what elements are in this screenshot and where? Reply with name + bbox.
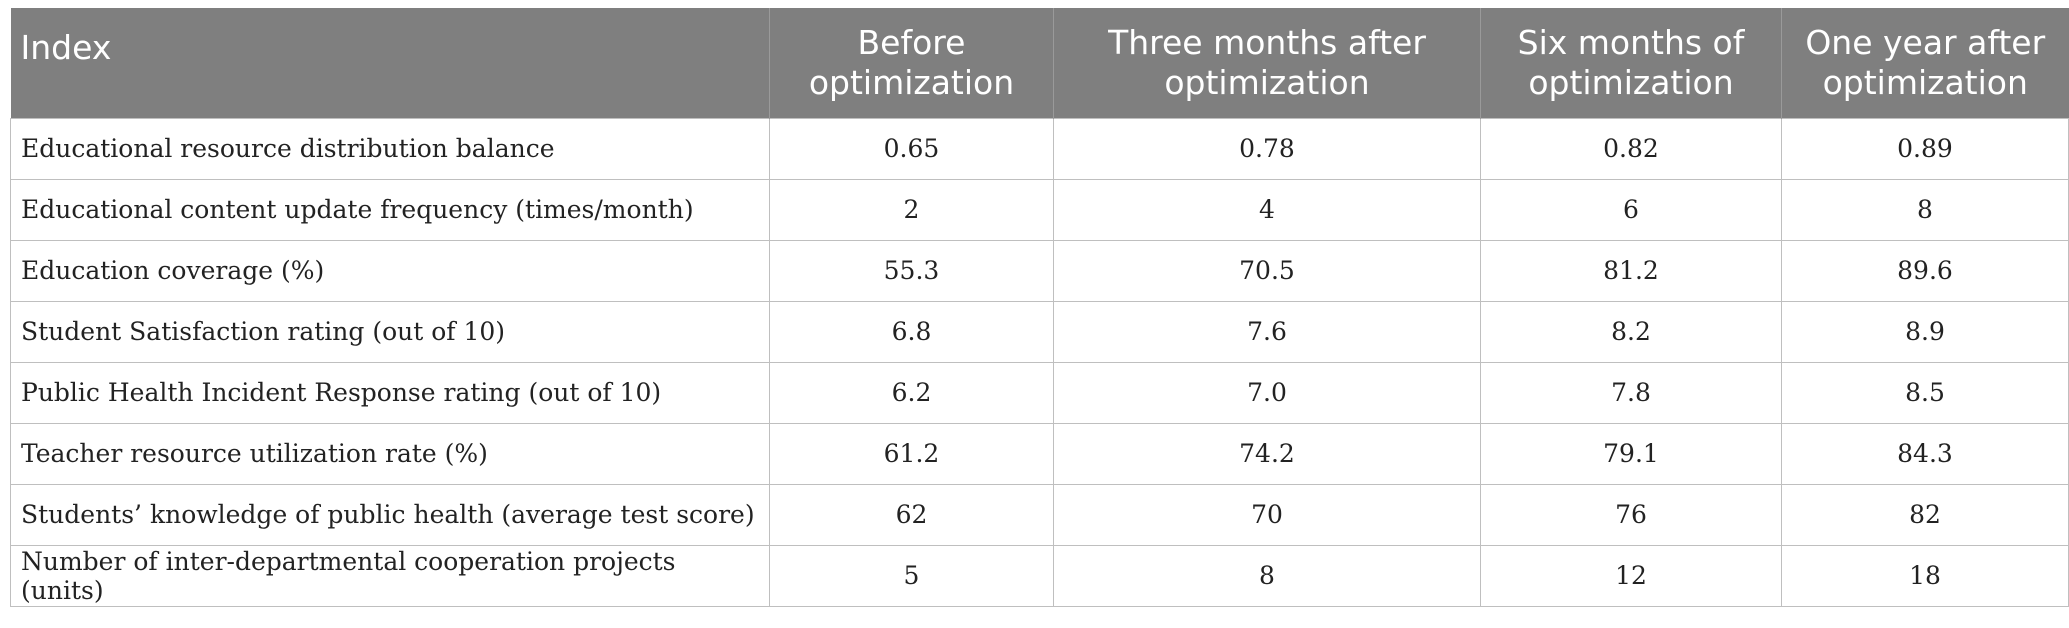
table-row: Public Health Incident Response rating (… <box>10 361 2069 424</box>
cell-before: 6.2 <box>769 361 1054 424</box>
header-line: Three months after <box>1108 22 1426 62</box>
cell-six-months: 12 <box>1480 544 1782 607</box>
header-one-year-after: One year after optimization <box>1781 8 2069 118</box>
cell-one-year: 8 <box>1781 178 2069 241</box>
cell-one-year: 8.5 <box>1781 361 2069 424</box>
optimization-results-table-container: Index Before optimization Three months a… <box>10 8 2069 607</box>
cell-three-months: 7.0 <box>1053 361 1481 424</box>
header-line: Six months of <box>1517 22 1745 62</box>
cell-one-year: 18 <box>1781 544 2069 607</box>
cell-three-months: 70.5 <box>1053 239 1481 302</box>
cell-three-months: 70 <box>1053 483 1481 546</box>
table-row: Student Satisfaction rating (out of 10) … <box>10 300 2069 363</box>
cell-six-months: 81.2 <box>1480 239 1782 302</box>
cell-before: 6.8 <box>769 300 1054 363</box>
row-label: Educational resource distribution balanc… <box>10 117 770 180</box>
cell-before: 0.65 <box>769 117 1054 180</box>
table-row: Educational resource distribution balanc… <box>10 117 2069 180</box>
table-row: Educational content update frequency (ti… <box>10 178 2069 241</box>
cell-one-year: 89.6 <box>1781 239 2069 302</box>
cell-one-year: 84.3 <box>1781 422 2069 485</box>
row-label: Education coverage (%) <box>10 239 770 302</box>
table-row: Teacher resource utilization rate (%) 61… <box>10 422 2069 485</box>
cell-three-months: 0.78 <box>1053 117 1481 180</box>
header-line: optimization <box>1164 62 1370 102</box>
row-label: Educational content update frequency (ti… <box>10 178 770 241</box>
cell-six-months: 6 <box>1480 178 1782 241</box>
header-three-months-after: Three months after optimization <box>1053 8 1481 118</box>
header-index: Index <box>10 8 770 118</box>
cell-before: 2 <box>769 178 1054 241</box>
cell-three-months: 74.2 <box>1053 422 1481 485</box>
cell-six-months: 79.1 <box>1480 422 1782 485</box>
cell-six-months: 76 <box>1480 483 1782 546</box>
cell-six-months: 7.8 <box>1480 361 1782 424</box>
table-row: Students’ knowledge of public health (av… <box>10 483 2069 546</box>
header-line: optimization <box>1822 62 2028 102</box>
cell-three-months: 4 <box>1053 178 1481 241</box>
cell-six-months: 8.2 <box>1480 300 1782 363</box>
header-line: One year after <box>1805 22 2046 62</box>
cell-before: 62 <box>769 483 1054 546</box>
table-row: Education coverage (%) 55.3 70.5 81.2 89… <box>10 239 2069 302</box>
table-body: Educational resource distribution balanc… <box>10 117 2069 607</box>
cell-one-year: 82 <box>1781 483 2069 546</box>
cell-before: 5 <box>769 544 1054 607</box>
cell-six-months: 0.82 <box>1480 117 1782 180</box>
header-line: optimization <box>1528 62 1734 102</box>
cell-three-months: 8 <box>1053 544 1481 607</box>
row-label: Number of inter-departmental cooperation… <box>10 544 770 607</box>
row-label: Students’ knowledge of public health (av… <box>10 483 770 546</box>
cell-before: 55.3 <box>769 239 1054 302</box>
optimization-results-table: Index Before optimization Three months a… <box>10 8 2069 607</box>
header-before-optimization: Before optimization <box>769 8 1054 118</box>
cell-one-year: 8.9 <box>1781 300 2069 363</box>
row-label: Teacher resource utilization rate (%) <box>10 422 770 485</box>
table-header: Index Before optimization Three months a… <box>10 8 2069 118</box>
header-row: Index Before optimization Three months a… <box>10 8 2069 118</box>
table-row: Number of inter-departmental cooperation… <box>10 544 2069 607</box>
header-six-months-of: Six months of optimization <box>1480 8 1782 118</box>
header-line: Before <box>857 22 966 62</box>
cell-before: 61.2 <box>769 422 1054 485</box>
header-line: optimization <box>808 62 1015 102</box>
cell-one-year: 0.89 <box>1781 117 2069 180</box>
cell-three-months: 7.6 <box>1053 300 1481 363</box>
row-label: Public Health Incident Response rating (… <box>10 361 770 424</box>
row-label: Student Satisfaction rating (out of 10) <box>10 300 770 363</box>
